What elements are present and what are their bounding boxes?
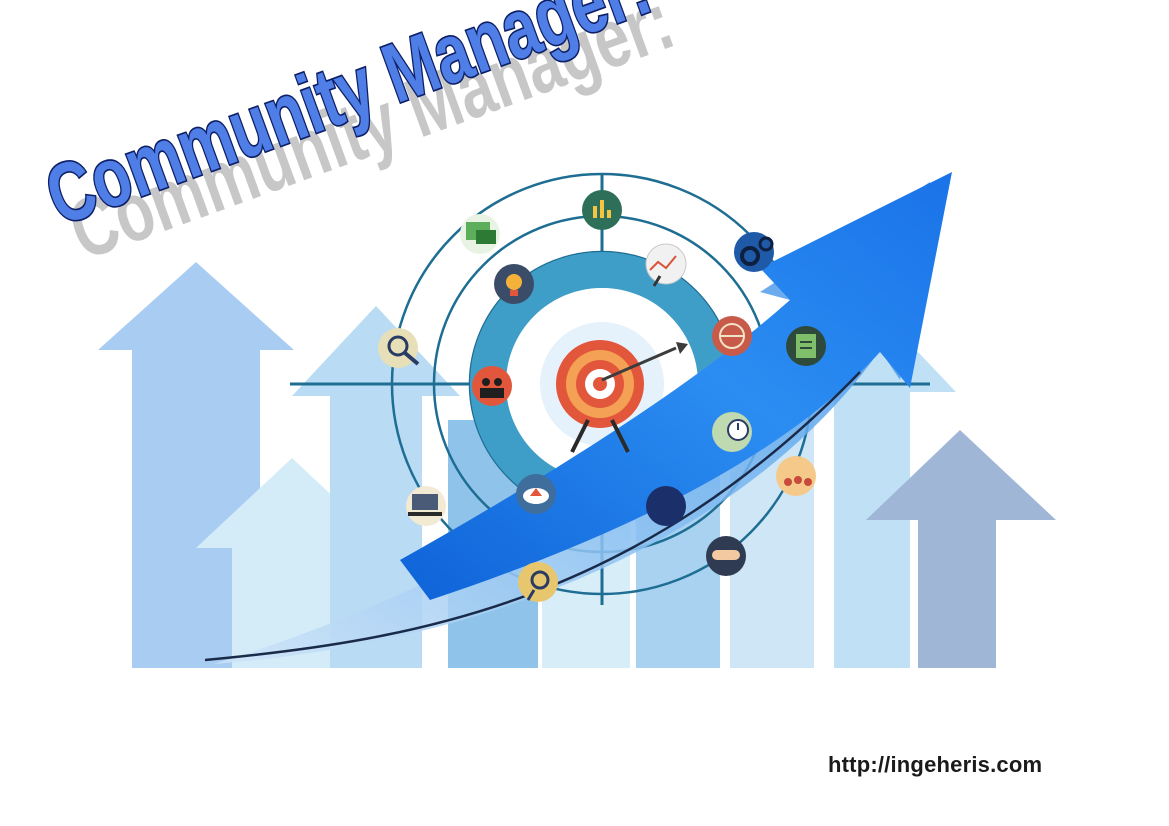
bullseye-target xyxy=(556,340,688,453)
headline-wordart: Community Manager: Community Manager: xyxy=(33,0,685,280)
clock-time-icon xyxy=(712,412,752,452)
gears-icon xyxy=(734,232,774,272)
icon-set xyxy=(378,190,826,602)
checklist-icon xyxy=(786,326,826,366)
website-url: http://ingeheris.com xyxy=(828,752,1043,777)
magnifier-eye-icon xyxy=(378,328,420,368)
business-team-icon xyxy=(472,366,512,406)
bar-arrow-8 xyxy=(806,312,956,668)
chart-magnifier-icon xyxy=(645,243,687,287)
money-bills-icon xyxy=(460,214,500,254)
handshake-icon xyxy=(706,536,746,576)
chat-bubble-icon xyxy=(646,486,686,526)
headline-svg: Community Manager: Community Manager: xyxy=(33,0,685,278)
bar-arrow-9 xyxy=(866,430,1056,668)
cloud-upload-icon xyxy=(516,474,556,514)
search-person-icon xyxy=(518,562,558,602)
money-chart-icon xyxy=(582,190,622,230)
team-chat-icon xyxy=(776,456,816,496)
laptop-icon xyxy=(406,486,446,526)
lightbulb-idea-icon xyxy=(494,264,534,304)
global-network-icon xyxy=(712,316,752,356)
